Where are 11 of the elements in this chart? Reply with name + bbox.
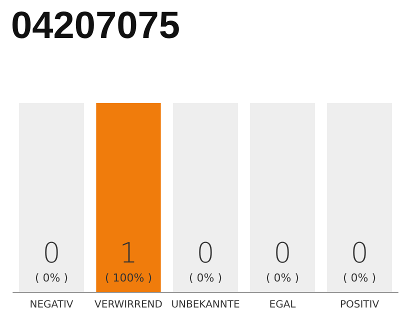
x-tick-label: EGAL — [269, 300, 296, 310]
x-tick-label: NEGATIV — [30, 300, 74, 310]
chart-title: 04207075 — [11, 5, 180, 47]
data-label: 0 ( 0% ) — [188, 236, 222, 284]
x-tick-label: VERWIRREND — [94, 300, 163, 310]
data-label: 0 ( 0% ) — [342, 236, 376, 284]
data-label: 0 ( 0% ) — [266, 236, 300, 284]
x-tick-label: POSITIV — [340, 300, 380, 310]
data-label: 0 ( 0% ) — [34, 236, 68, 284]
x-tick-label: UNBEKANNTE — [171, 300, 240, 310]
data-label: 1 ( 100% ) — [104, 236, 152, 284]
